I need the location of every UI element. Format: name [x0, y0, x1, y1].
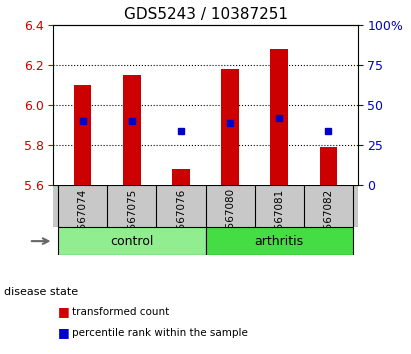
- Text: GSM567076: GSM567076: [176, 188, 186, 251]
- FancyBboxPatch shape: [206, 227, 353, 255]
- Title: GDS5243 / 10387251: GDS5243 / 10387251: [123, 7, 288, 22]
- Bar: [270, 49, 288, 185]
- Text: disease state: disease state: [4, 287, 78, 297]
- FancyBboxPatch shape: [58, 227, 206, 255]
- Bar: [74, 85, 91, 185]
- Text: GSM567081: GSM567081: [274, 188, 284, 251]
- Bar: [172, 169, 189, 185]
- Text: GSM567074: GSM567074: [78, 188, 88, 251]
- Text: ■: ■: [58, 305, 69, 318]
- Text: GSM567080: GSM567080: [225, 188, 235, 251]
- Text: transformed count: transformed count: [72, 307, 169, 316]
- Bar: [222, 69, 239, 185]
- Text: percentile rank within the sample: percentile rank within the sample: [72, 328, 248, 338]
- Bar: [320, 147, 337, 185]
- Text: GSM567082: GSM567082: [323, 188, 333, 251]
- Text: arthritis: arthritis: [254, 235, 304, 248]
- Text: GSM567075: GSM567075: [127, 188, 137, 251]
- Bar: [123, 75, 141, 185]
- Text: ■: ■: [58, 326, 69, 339]
- Text: control: control: [110, 235, 154, 248]
